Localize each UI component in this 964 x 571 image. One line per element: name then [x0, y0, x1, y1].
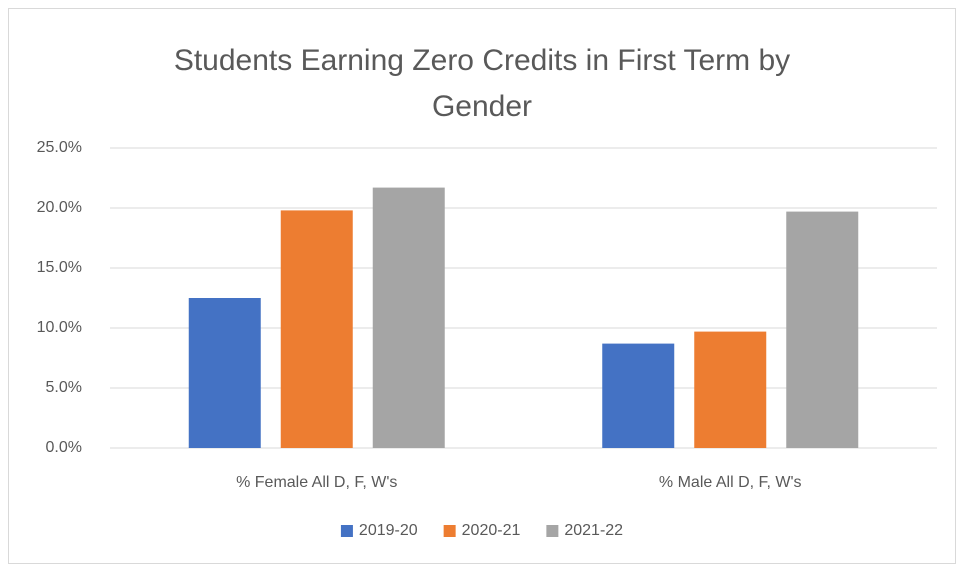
- legend-label: 2021-22: [564, 522, 623, 539]
- bar: [280, 210, 353, 448]
- y-tick-label: 25.0%: [37, 139, 82, 156]
- bar: [786, 211, 859, 448]
- bar: [372, 187, 445, 448]
- legend-label: 2020-21: [462, 522, 521, 539]
- y-tick-label: 10.0%: [37, 319, 82, 336]
- y-tick-label: 5.0%: [46, 379, 82, 396]
- bar: [602, 343, 675, 448]
- bar: [188, 298, 261, 448]
- legend-label: 2019-20: [359, 522, 418, 539]
- chart-title: Students Earning Zero Credits in First T…: [173, 44, 791, 123]
- x-tick-label: % Male All D, F, W's: [659, 474, 802, 491]
- y-tick-label: 0.0%: [46, 439, 82, 456]
- y-tick-label: 15.0%: [37, 259, 82, 276]
- legend-swatch: [546, 525, 559, 537]
- bar: [694, 331, 767, 448]
- y-tick-label: 20.0%: [37, 199, 82, 216]
- x-tick-label: % Female All D, F, W's: [236, 474, 397, 491]
- legend-swatch: [340, 525, 353, 537]
- legend-swatch: [443, 525, 456, 537]
